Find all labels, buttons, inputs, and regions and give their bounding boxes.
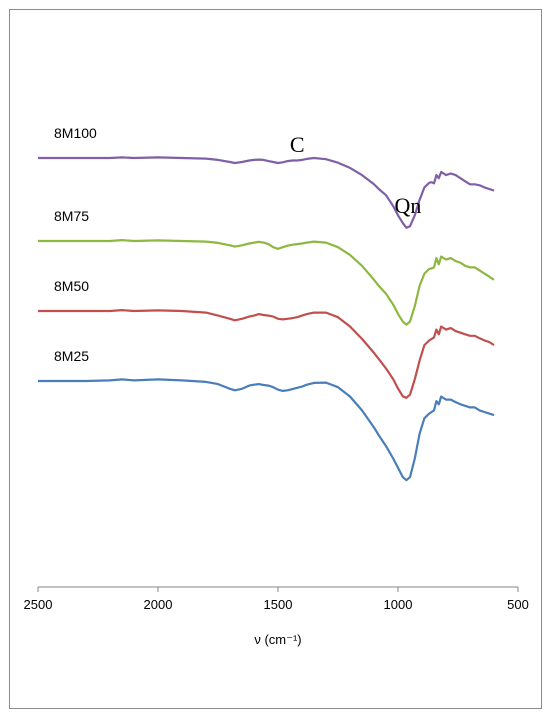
x-tick-label: 500 xyxy=(507,597,529,612)
series-line-8m75 xyxy=(38,239,495,326)
x-tick-layer: 2500 2000 1500 1000 500 xyxy=(24,587,529,612)
series-line-8m100 xyxy=(38,156,495,229)
x-tick-label: 1000 xyxy=(384,597,413,612)
series-label-8m75: 8M75 xyxy=(54,208,89,224)
x-tick-label: 2000 xyxy=(144,597,173,612)
series-line-8m25 xyxy=(38,378,495,482)
series-label-8m100: 8M100 xyxy=(54,125,97,141)
x-axis-title: ν (cm⁻¹) xyxy=(254,632,301,647)
chart-frame xyxy=(9,9,542,709)
x-tick-label: 2500 xyxy=(24,597,53,612)
series-label-8m50: 8M50 xyxy=(54,278,89,294)
series-line-8m50 xyxy=(38,309,495,399)
annotation-qn: Qn xyxy=(395,193,422,218)
series-layer: 8M100 8M75 8M50 8M25 xyxy=(38,125,495,482)
series-label-8m25: 8M25 xyxy=(54,348,89,364)
x-tick-label: 1500 xyxy=(264,597,293,612)
annotation-c: C xyxy=(290,132,305,157)
